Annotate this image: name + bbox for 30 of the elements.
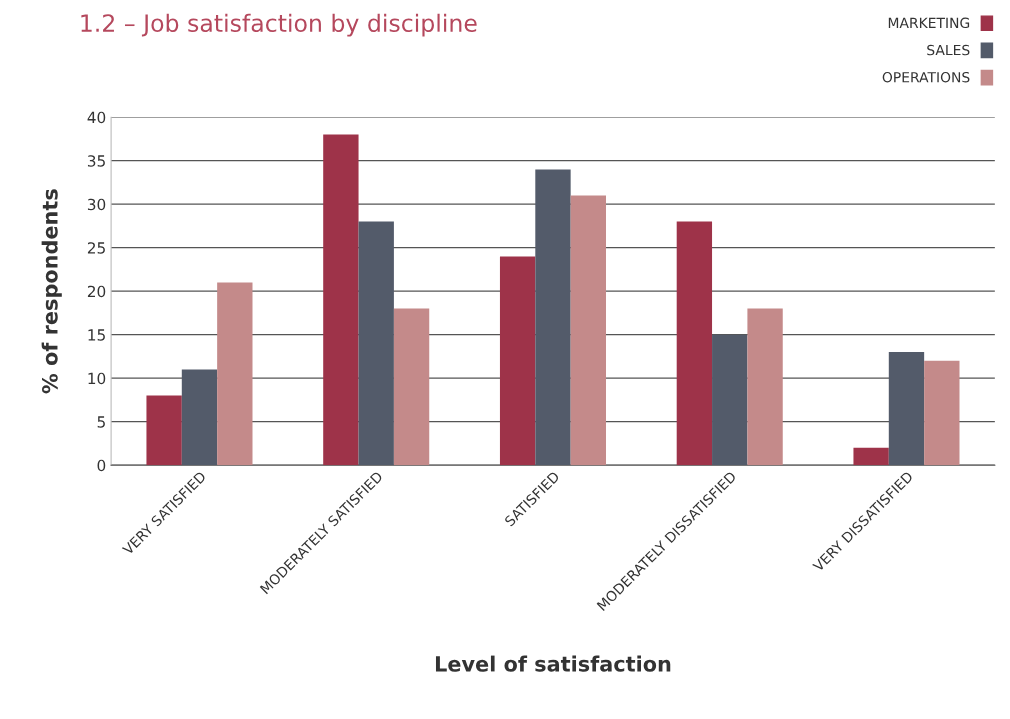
y-tick-label: 15: [88, 329, 105, 341]
chart-title: 1.2 – Job satisfaction by discipline: [81, 13, 477, 37]
bar: [747, 308, 783, 466]
bar: [146, 395, 182, 466]
y-tick-label: 20: [87, 285, 106, 298]
y-axis-title: % of respondents: [41, 189, 62, 394]
bar: [888, 352, 925, 466]
bar: [676, 221, 713, 466]
bar: [712, 334, 748, 466]
y-tick-label: 5: [97, 416, 105, 428]
x-axis-title: Level of satisfaction: [435, 655, 671, 672]
bar: [570, 195, 606, 466]
y-tick-label: 30: [87, 198, 106, 211]
bar: [924, 360, 960, 466]
bar: [181, 369, 218, 466]
y-tick-label: 25: [87, 242, 105, 254]
legend-label: SALES: [927, 44, 970, 56]
bar: [393, 308, 430, 466]
bar: [535, 169, 571, 466]
bar: [853, 447, 889, 466]
bar: [358, 221, 394, 466]
legend-label: OPERATIONS: [882, 71, 970, 83]
bar: [217, 282, 253, 466]
legend-label: MARKETING: [888, 17, 970, 29]
y-tick-label: 10: [88, 372, 106, 385]
bar: [323, 134, 359, 466]
y-tick-label: 0: [97, 459, 106, 472]
bar: [499, 256, 536, 466]
y-tick-label: 35: [87, 155, 105, 167]
y-tick-label: 40: [87, 111, 106, 124]
